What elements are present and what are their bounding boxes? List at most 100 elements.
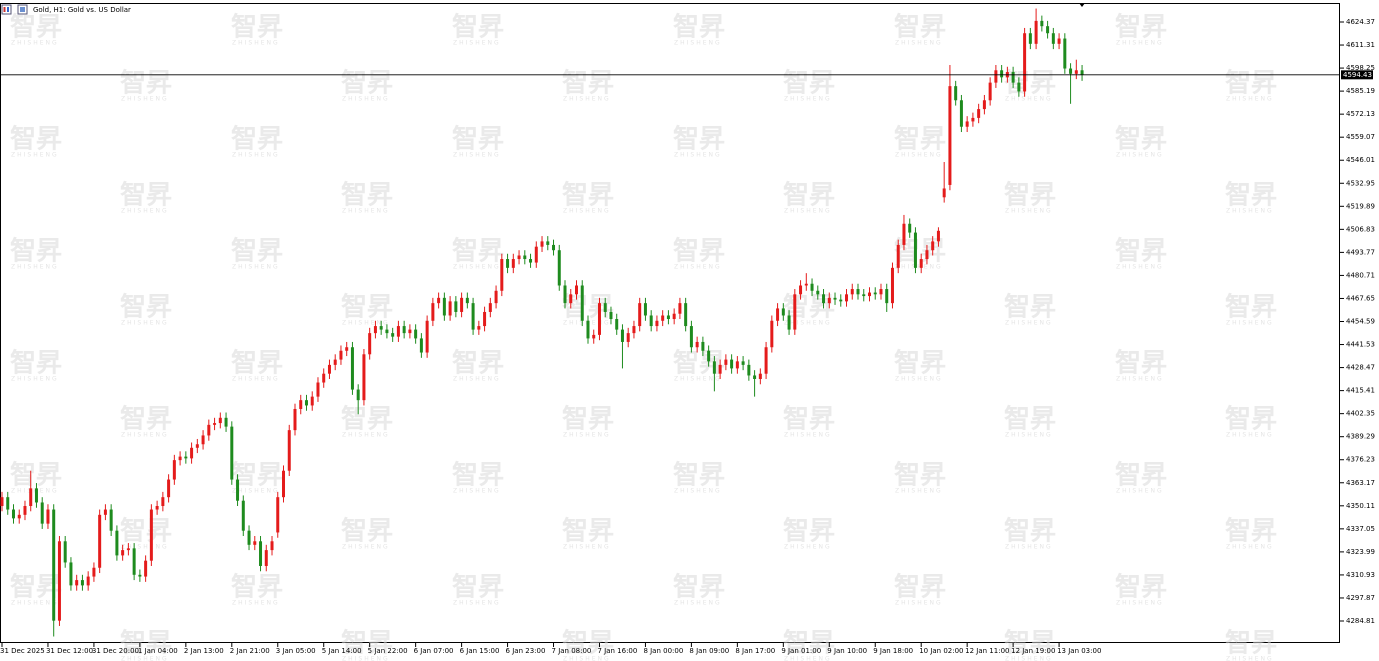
watermark: 智昇 [231, 461, 283, 491]
candle-body [804, 283, 808, 286]
candle-body [718, 364, 722, 374]
candle-body [569, 294, 573, 304]
x-tick-label: 12 Jan 11:00 [965, 647, 1009, 655]
candle-body [184, 456, 188, 459]
x-tick-label: 9 Jan 18:00 [873, 647, 913, 655]
candle-body [1034, 20, 1038, 44]
candle-body [247, 530, 251, 545]
candle-body [902, 223, 906, 245]
candle-body [764, 347, 768, 374]
candle-body [959, 100, 963, 127]
watermark: 智昇 [231, 237, 283, 267]
candle-body [408, 329, 412, 334]
candle-body [672, 313, 676, 320]
watermark: 智昇 [673, 125, 725, 155]
candle-body [971, 117, 975, 122]
watermark-sub: ZHISHENG [1116, 152, 1164, 159]
candle-body [557, 250, 561, 286]
x-tick-label: 3 Jan 05:00 [276, 647, 316, 655]
watermark-sub: ZHISHENG [895, 376, 943, 383]
watermark-sub: ZHISHENG [563, 656, 611, 661]
candle-body [580, 285, 584, 321]
y-tick-label: 4506.83 [1346, 225, 1375, 233]
x-tick-label: 13 Jan 03:00 [1057, 647, 1101, 655]
watermark: 智昇 [673, 13, 725, 43]
watermark: 智昇 [783, 629, 835, 659]
candle-body [92, 567, 96, 577]
watermark-sub: ZHISHENG [1005, 544, 1053, 551]
y-tick-label: 4376.23 [1346, 456, 1375, 464]
watermark: 智昇 [10, 237, 62, 267]
watermark: 智昇 [1225, 517, 1277, 547]
x-tick-label: 7 Jan 08:00 [552, 647, 592, 655]
watermark: 智昇 [1004, 181, 1056, 211]
y-tick-label: 4454.59 [1346, 318, 1375, 326]
watermark-sub: ZHISHENG [563, 544, 611, 551]
watermark-sub: ZHISHENG [1116, 488, 1164, 495]
watermark: 智昇 [120, 629, 172, 659]
icon [7, 7, 9, 12]
candle-body [259, 541, 263, 566]
candle-body [925, 250, 929, 260]
candle-body [437, 297, 441, 304]
candle-body [833, 297, 837, 300]
watermark-sub: ZHISHENG [342, 656, 390, 661]
candle-body [373, 326, 377, 334]
y-tick-label: 4310.93 [1346, 571, 1375, 579]
candle-body [402, 326, 406, 334]
y-tick-label: 4415.41 [1346, 387, 1375, 395]
watermark-sub: ZHISHENG [895, 264, 943, 271]
x-tick-label: 31 Dec 20:00 [92, 647, 139, 655]
candle-body [207, 424, 211, 436]
watermark: 智昇 [1225, 405, 1277, 435]
candle-body [730, 359, 734, 369]
candle-body [913, 232, 917, 268]
watermark: 智昇 [1225, 629, 1277, 659]
candle-body [442, 297, 446, 316]
candle-body [1046, 26, 1050, 34]
watermark-sub: ZHISHENG [121, 544, 169, 551]
candle-body [787, 315, 791, 330]
watermark: 智昇 [1115, 573, 1167, 603]
watermark-sub: ZHISHENG [121, 96, 169, 103]
candle-body [155, 506, 159, 510]
candle-body [965, 121, 969, 127]
watermark-sub: ZHISHENG [895, 488, 943, 495]
watermark: 智昇 [10, 13, 62, 43]
x-tick-label: 7 Jan 16:00 [597, 647, 637, 655]
price-label-bg [1341, 70, 1373, 80]
candle-body [379, 326, 383, 330]
watermark: 智昇 [10, 125, 62, 155]
y-tick-label: 4611.31 [1346, 41, 1375, 49]
candle-body [500, 259, 504, 291]
candle-body [799, 285, 803, 295]
watermark-sub: ZHISHENG [1005, 320, 1053, 327]
watermark-sub: ZHISHENG [784, 432, 832, 439]
watermark-sub: ZHISHENG [1226, 432, 1274, 439]
watermark: 智昇 [231, 125, 283, 155]
watermark-sub: ZHISHENG [453, 376, 501, 383]
watermark-sub: ZHISHENG [11, 376, 59, 383]
candle-body [327, 364, 331, 374]
candle-body [98, 514, 102, 568]
candle-body [982, 100, 986, 110]
y-tick-label: 4402.35 [1346, 410, 1375, 418]
candle-body [867, 292, 871, 297]
candle-body [63, 541, 67, 563]
candle-body [414, 329, 418, 339]
watermark: 智昇 [120, 517, 172, 547]
watermark-sub: ZHISHENG [784, 544, 832, 551]
watermark-sub: ZHISHENG [674, 376, 722, 383]
watermark: 智昇 [231, 573, 283, 603]
candle-body [954, 86, 958, 101]
candle-body [471, 303, 475, 330]
candle-body [494, 290, 498, 304]
x-tick-label: 12 Jan 19:00 [1011, 647, 1055, 655]
watermark-sub: ZHISHENG [232, 600, 280, 607]
candle-body [1074, 70, 1078, 74]
watermark: 智昇 [341, 629, 393, 659]
x-tick-label: 9 Jan 10:00 [827, 647, 867, 655]
watermark-sub: ZHISHENG [674, 40, 722, 47]
candle-body [856, 289, 860, 295]
